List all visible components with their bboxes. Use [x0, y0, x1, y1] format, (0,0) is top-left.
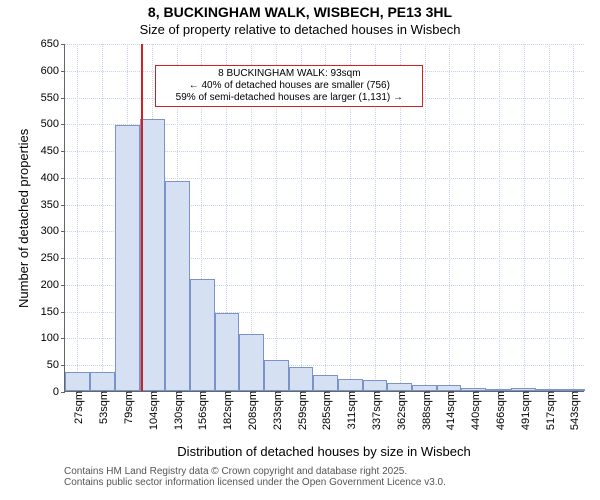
annotation-box: 8 BUCKINGHAM WALK: 93sqm← 40% of detache… [155, 65, 423, 107]
x-tick: 362sqm [394, 391, 408, 430]
x-tick: 311sqm [344, 391, 358, 429]
histogram-bar [215, 313, 239, 391]
x-tick: 491sqm [518, 391, 532, 430]
grid-line [102, 44, 103, 391]
y-tick: 150 [41, 306, 65, 318]
histogram-bar [363, 380, 387, 391]
y-tick: 400 [41, 172, 65, 184]
chart-subtitle: Size of property relative to detached ho… [0, 22, 600, 37]
x-tick: 388sqm [419, 391, 433, 430]
x-tick: 130sqm [171, 391, 185, 430]
histogram-bar [511, 388, 536, 391]
chart-title: 8, BUCKINGHAM WALK, WISBECH, PE13 3HL [0, 4, 600, 20]
y-tick: 200 [41, 279, 65, 291]
histogram-bar [387, 383, 412, 391]
grid-line [425, 44, 426, 391]
histogram-bar [536, 389, 560, 391]
annotation-line: 59% of semi-detached houses are larger (… [160, 92, 418, 104]
histogram-bar [289, 367, 313, 391]
property-size-histogram: 8, BUCKINGHAM WALK, WISBECH, PE13 3HL Si… [0, 0, 600, 500]
x-axis-label: Distribution of detached houses by size … [64, 444, 584, 459]
histogram-bar [560, 389, 585, 391]
x-tick: 208sqm [245, 391, 259, 430]
histogram-bar [165, 181, 190, 391]
x-tick: 414sqm [443, 391, 457, 430]
x-tick: 182sqm [220, 391, 234, 430]
x-tick: 53sqm [96, 391, 110, 424]
histogram-bar [115, 125, 140, 391]
grid-line [499, 44, 500, 391]
x-tick: 79sqm [121, 391, 135, 424]
y-axis-label: Number of detached properties [16, 129, 31, 308]
x-tick: 543sqm [567, 391, 581, 430]
annotation-line: ← 40% of detached houses are smaller (75… [160, 80, 418, 92]
histogram-bar [412, 385, 437, 391]
histogram-bar [90, 372, 115, 391]
footer-line: Contains public sector information licen… [64, 477, 600, 488]
y-tick: 600 [41, 65, 65, 77]
histogram-bar [338, 379, 363, 391]
grid-line [449, 44, 450, 391]
histogram-bar [313, 375, 338, 391]
x-tick: 285sqm [319, 391, 333, 430]
y-tick: 250 [41, 252, 65, 264]
x-tick: 337sqm [369, 391, 383, 430]
histogram-bar [437, 385, 461, 391]
x-tick: 104sqm [146, 391, 160, 430]
histogram-bar [190, 279, 215, 391]
property-marker-line [141, 44, 143, 391]
x-tick: 156sqm [195, 391, 209, 430]
y-tick: 0 [53, 386, 65, 398]
histogram-bar [264, 360, 289, 391]
x-tick: 466sqm [493, 391, 507, 430]
y-tick: 500 [41, 118, 65, 130]
grid-line [524, 44, 525, 391]
histogram-bar [239, 334, 264, 391]
histogram-bar [65, 372, 90, 391]
y-tick: 550 [41, 92, 65, 104]
x-tick: 233sqm [270, 391, 284, 430]
y-tick: 450 [41, 145, 65, 157]
x-tick: 440sqm [468, 391, 482, 430]
y-tick: 100 [41, 332, 65, 344]
grid-line [573, 44, 574, 391]
grid-line [474, 44, 475, 391]
y-tick: 350 [41, 199, 65, 211]
footer-line: Contains HM Land Registry data © Crown c… [64, 466, 600, 477]
grid-line [77, 44, 78, 391]
x-tick: 517sqm [543, 391, 557, 430]
x-tick: 27sqm [71, 391, 85, 424]
plot-area: 0501001502002503003504004505005506006502… [64, 44, 584, 392]
grid-line [549, 44, 550, 391]
y-tick: 650 [41, 38, 65, 50]
x-tick: 259sqm [295, 391, 309, 430]
histogram-bar [461, 388, 486, 391]
annotation-line: 8 BUCKINGHAM WALK: 93sqm [160, 68, 418, 80]
histogram-bar [140, 119, 165, 391]
histogram-bar [486, 389, 511, 391]
chart-footer: Contains HM Land Registry data © Crown c… [64, 466, 600, 488]
y-tick: 50 [47, 359, 65, 371]
y-tick: 300 [41, 225, 65, 237]
